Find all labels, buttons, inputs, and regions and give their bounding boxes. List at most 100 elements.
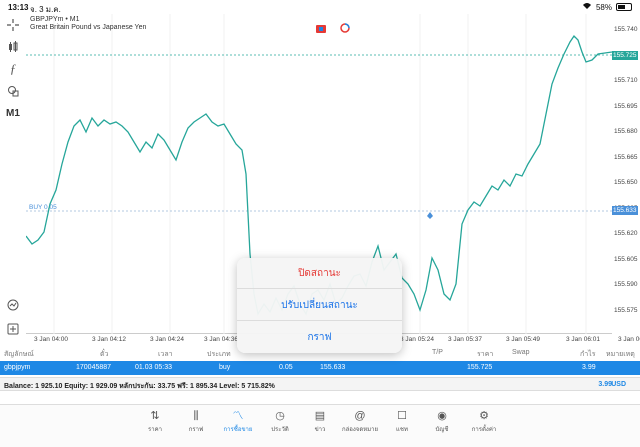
price-tick: 155.590: [614, 281, 638, 288]
open-chart-button[interactable]: กราฟ: [307, 332, 332, 343]
price-axis: 155.740 155.710 155.695 155.680 155.665 155.6…: [612, 14, 640, 334]
indicators-icon[interactable]: ƒ: [9, 61, 17, 76]
nav-item-account[interactable]: ◉ บัญชี: [422, 409, 462, 439]
account-summary: Balance: 1 925.10 Equity: 1 929.09 หลักป…: [0, 377, 640, 391]
header-tp: T/P: [432, 349, 443, 356]
price-tick: 155.740: [614, 26, 638, 33]
time-tick: 3 Jan 06:01: [566, 336, 600, 343]
nav-label: ประวัติ: [271, 427, 289, 433]
nav-item-chart[interactable]: ⫼ กราฟ: [176, 409, 216, 439]
modify-position-button[interactable]: ปรับเปลี่ยนสถานะ: [237, 290, 402, 321]
time-tick: 3 Jan 05:24: [400, 336, 434, 343]
time-tick: 3 Jan 04:00: [34, 336, 68, 343]
news-icon: ▤: [314, 410, 326, 422]
row-open-price: 155.633: [320, 364, 346, 371]
currency: USD: [611, 381, 626, 388]
clock: 13:13: [8, 3, 29, 12]
mailbox-icon: @: [354, 410, 366, 422]
nav-label: ข่าว: [314, 427, 326, 433]
header-comment: หมายเหตุ: [606, 351, 635, 358]
total-profit: 3.99: [598, 381, 612, 388]
price-tick: 155.575: [614, 306, 638, 314]
row-time: 01.03 05:33: [135, 364, 172, 371]
row-volume: 0.05: [279, 364, 293, 371]
account-icon: ◉: [437, 410, 447, 422]
nav-item-mailbox[interactable]: @ กล่องจดหมาย: [340, 409, 380, 439]
history-icon: ◷: [275, 410, 285, 422]
nav-label: การซื้อขาย: [223, 427, 253, 433]
status-bar: 13:13 จ. 3 ม.ค. 58%: [0, 0, 640, 14]
balance-text: Balance: 1 925.10 Equity: 1 929.09 หลักป…: [4, 383, 275, 390]
price-tick: 155.605: [614, 255, 638, 263]
nav-item-chat[interactable]: ☐ แชท: [382, 409, 422, 439]
objects-icon[interactable]: [4, 82, 22, 100]
nav-item-history[interactable]: ◷ ประวัติ: [260, 409, 300, 439]
candles-icon[interactable]: [4, 38, 22, 56]
row-symbol: gbpjpym: [4, 364, 31, 371]
status-right: 58%: [582, 2, 632, 12]
header-time: เวลา: [158, 351, 173, 358]
battery-icon: [616, 3, 632, 11]
settings-icon: ⚙: [479, 410, 489, 422]
quotes-icon: ⇅: [150, 410, 160, 422]
header-price: ราคา: [477, 351, 494, 358]
header-symbol: สัญลักษณ์: [4, 351, 34, 358]
price-tick: 155.680: [614, 128, 638, 135]
symbol-description: Great Britain Pound vs Japanese Yen: [30, 24, 147, 31]
battery-percent: 58%: [595, 2, 612, 12]
depth-of-market-icon[interactable]: [340, 20, 350, 33]
bottom-navigation: ⇅ ราคา ⫼ กราฟ 〽 การซื้อขาย ◷ ประวัติ ▤ ข่าว @ กล่อง…: [0, 404, 640, 447]
one-click-trading-icon[interactable]: [316, 20, 326, 33]
row-type: buy: [219, 364, 231, 371]
price-tick: 155.710: [614, 77, 638, 84]
trade-panel-icon[interactable]: [4, 296, 22, 314]
price-tick: 155.620: [614, 230, 638, 237]
time-tick: 3 Jan 04:36: [204, 336, 238, 343]
battery-fill: [618, 5, 625, 9]
current-price-tag: 155.725: [612, 51, 638, 60]
nav-label: กราฟ: [188, 427, 204, 433]
close-position-button[interactable]: ปิดสถานะ: [237, 258, 402, 289]
buy-price-tag: 155.633: [612, 206, 638, 215]
chat-icon: ☐: [397, 410, 407, 422]
row-ticket: 170045887: [76, 364, 112, 371]
crosshair-icon[interactable]: [4, 16, 22, 34]
nav-item-settings[interactable]: ⚙ การตั้งค่า: [464, 409, 504, 439]
nav-item-news[interactable]: ▤ ข่าว: [300, 409, 340, 439]
row-price: 155.725: [467, 364, 493, 371]
wifi-icon: [582, 2, 592, 12]
nav-item-trade[interactable]: 〽 การซื้อขาย: [218, 409, 258, 439]
nav-label: ราคา: [148, 427, 162, 433]
symbol-title: GBPJPYm • M1: [30, 16, 80, 23]
positions-table-header: สัญลักษณ์ ตั๋ว เวลา ประเภท T/P ราคา Swap…: [0, 346, 640, 360]
new-order-icon[interactable]: [4, 320, 22, 338]
nav-label: บัญชี: [435, 427, 449, 433]
time-axis: 3 Jan 04:00 3 Jan 04:12 3 Jan 04:24 3 Jan 0…: [26, 334, 640, 346]
nav-label: กล่องจดหมาย: [341, 427, 379, 433]
nav-label: แชท: [396, 427, 408, 433]
time-tick: 3 Jan 05:49: [506, 336, 540, 343]
buy-line-label: BUY 0.05: [29, 204, 57, 211]
position-row[interactable]: gbpjpym 170045887 01.03 05:33 buy 0.05 1…: [0, 361, 640, 375]
buy-marker: [427, 212, 433, 219]
price-tick: 155.665: [614, 153, 638, 161]
time-tick: 3 Jan 04:12: [92, 336, 126, 343]
time-tick: 3 Jan 06:13: [618, 336, 640, 343]
trade-icon: 〽: [232, 410, 244, 422]
row-profit: 3.99: [582, 364, 596, 371]
timeframe-button[interactable]: M1: [6, 107, 20, 119]
chart-icon: ⫼: [193, 410, 199, 422]
nav-label: การตั้งค่า: [471, 427, 497, 433]
header-ticket: ตั๋ว: [100, 351, 109, 358]
position-action-menu: ปิดสถานะ ปรับเปลี่ยนสถานะ กราฟ: [237, 258, 402, 353]
price-tick: 155.695: [614, 102, 638, 110]
header-swap: Swap: [512, 349, 530, 356]
time-tick: 3 Jan 04:24: [150, 336, 184, 343]
chart-toolbar: ƒ M1: [0, 14, 26, 344]
date: จ. 3 ม.ค.: [30, 5, 61, 14]
time-tick: 3 Jan 05:37: [448, 336, 482, 343]
price-tick: 155.650: [614, 179, 638, 186]
nav-item-quotes[interactable]: ⇅ ราคา: [135, 409, 175, 439]
header-type: ประเภท: [207, 351, 231, 358]
header-profit: กำไร: [580, 351, 596, 358]
